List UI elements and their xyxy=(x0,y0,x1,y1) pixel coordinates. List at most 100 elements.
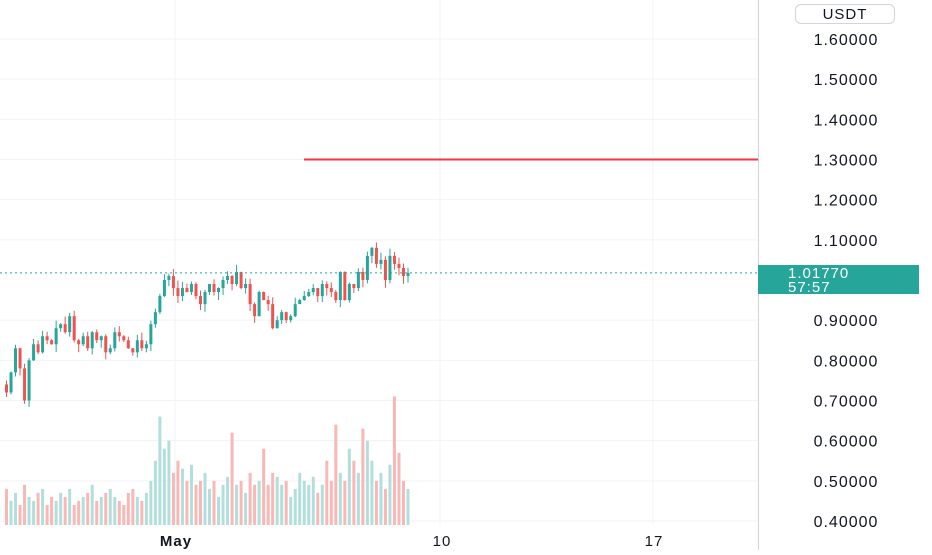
candle-body xyxy=(343,271,347,301)
candle-body xyxy=(311,288,315,293)
last-price-label: 1.01770 xyxy=(788,265,850,282)
volume-bar xyxy=(293,488,297,525)
volume-bar xyxy=(171,472,175,525)
candle-body xyxy=(54,328,58,345)
volume-bar xyxy=(63,496,67,525)
volume-bar xyxy=(311,476,315,525)
volume-bar xyxy=(5,488,9,525)
volume-bar xyxy=(162,448,166,525)
candle-body xyxy=(379,259,383,264)
volume-bar xyxy=(72,504,76,525)
volume-bar xyxy=(298,472,302,525)
candle-body xyxy=(113,332,117,349)
candle-body xyxy=(262,292,266,301)
candle-body xyxy=(235,271,239,285)
volume-bar xyxy=(153,460,157,525)
volume-bar xyxy=(316,492,320,525)
candle-body xyxy=(149,324,153,345)
volume-bar xyxy=(212,480,216,525)
candle-body xyxy=(271,304,275,329)
volume-bar xyxy=(180,468,184,525)
volume-bar xyxy=(266,484,270,525)
y-tick-label: 0.80000 xyxy=(814,353,879,370)
candle-body xyxy=(59,324,63,329)
volume-bar xyxy=(140,500,144,525)
volume-bar xyxy=(361,428,365,525)
candle-body xyxy=(302,296,306,301)
candle-body xyxy=(203,292,207,305)
candle-body xyxy=(18,348,22,369)
volume-bar xyxy=(257,480,261,525)
candle-body xyxy=(208,284,212,293)
candle-body xyxy=(253,304,257,317)
last-price-tag: 1.01770 57:57 xyxy=(758,265,919,296)
candle-body xyxy=(284,312,288,321)
y-tick-label: 1.50000 xyxy=(814,72,879,89)
volume-bar xyxy=(122,504,126,525)
volume-bar xyxy=(284,480,288,525)
volume-bar xyxy=(59,492,63,525)
volume-bar xyxy=(356,472,360,525)
volume-bar xyxy=(280,484,284,525)
volume-bar xyxy=(45,504,49,525)
candle-body xyxy=(289,316,293,321)
countdown-label: 57:57 xyxy=(788,279,831,296)
volume-bar xyxy=(230,432,234,525)
candle-body xyxy=(217,288,221,293)
candle-body xyxy=(171,275,175,289)
volume-bar xyxy=(397,452,401,525)
candle-body xyxy=(365,255,369,280)
volume-bar xyxy=(158,416,162,525)
candle-body xyxy=(370,247,374,256)
volume-bar xyxy=(77,500,81,525)
volume-bar xyxy=(50,496,54,525)
volume-bar xyxy=(392,396,396,525)
candle-body xyxy=(63,324,67,333)
volume-bar xyxy=(334,424,338,525)
volume-bar xyxy=(108,488,112,525)
volume-bar xyxy=(36,492,40,525)
candle-body xyxy=(280,312,284,321)
candle-body xyxy=(104,336,108,353)
volume-bar xyxy=(104,492,108,525)
candle-body xyxy=(198,296,202,305)
x-tick-label: May xyxy=(160,533,192,550)
candle-body xyxy=(406,272,410,276)
candle-body xyxy=(140,340,144,349)
candle-body xyxy=(221,280,225,289)
candle-body xyxy=(334,292,338,301)
currency-badge[interactable]: USDT xyxy=(795,4,895,24)
y-tick-label: 1.10000 xyxy=(814,233,879,250)
candle-body xyxy=(144,344,148,349)
volume-bar xyxy=(126,492,130,525)
candle-body xyxy=(298,300,302,305)
y-tick-label: 0.90000 xyxy=(814,313,879,330)
candle-body xyxy=(180,288,184,297)
candle-body xyxy=(9,372,13,393)
volume-bar xyxy=(365,440,369,525)
candle-body xyxy=(81,336,85,345)
candle-body xyxy=(126,340,130,349)
volume-bar xyxy=(68,488,72,525)
candle-body xyxy=(14,348,18,373)
volume-bar xyxy=(289,496,293,525)
candle-body xyxy=(230,275,234,285)
y-tick-label: 0.50000 xyxy=(814,474,879,491)
y-tick-label: 0.40000 xyxy=(814,514,879,531)
volume-bar xyxy=(208,488,212,525)
candle-body xyxy=(90,332,94,349)
candle-body xyxy=(388,255,392,280)
volume-bar xyxy=(226,476,230,525)
candle-body xyxy=(41,336,45,353)
volume-bar xyxy=(54,500,58,525)
volume-bar xyxy=(217,496,221,525)
volume-bar xyxy=(41,488,45,525)
candle-body xyxy=(108,348,112,353)
volume-bar xyxy=(221,484,225,525)
volume-bar xyxy=(275,476,279,525)
candle-body xyxy=(194,284,198,297)
candle-body xyxy=(338,271,342,301)
volume-bar xyxy=(379,472,383,525)
